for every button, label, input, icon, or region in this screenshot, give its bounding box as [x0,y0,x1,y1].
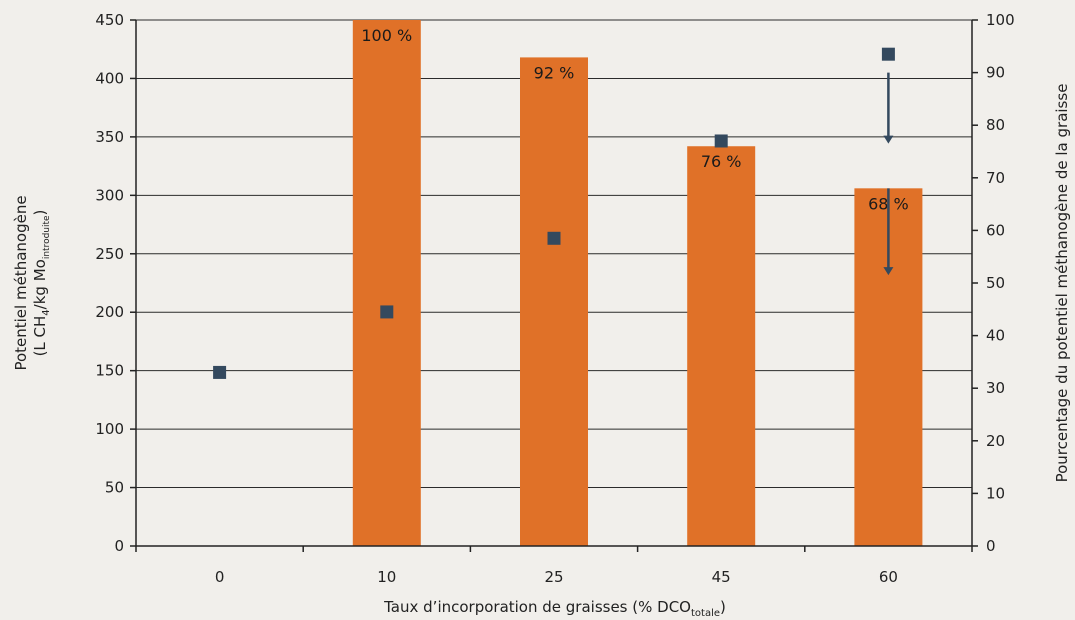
y2-tick-label: 90 [986,64,1005,82]
y-tick-label: 150 [95,362,124,380]
x-tick-label: 0 [215,568,225,586]
y2-tick-label: 80 [986,116,1005,134]
y2-tick-label: 50 [986,274,1005,292]
data-point [547,231,561,245]
y-tick-label: 350 [95,128,124,146]
points [213,47,895,379]
y-tick-label: 200 [95,303,124,321]
bar [520,57,588,546]
data-point [380,305,394,319]
y-tick-label: 250 [95,245,124,263]
x-tick-label: 10 [377,568,396,586]
y2-ticks: 0 10 20 30 40 50 60 70 80 90 100 [972,11,1015,555]
data-point [213,365,227,379]
x-tick-label: 60 [879,568,898,586]
y2-tick-label: 70 [986,169,1005,187]
x-tick-label: 25 [544,568,563,586]
y-tick-label: 400 [95,69,124,87]
bars [352,20,923,547]
bar-data-label: 100 % [361,26,412,45]
y-tick-label: 0 [114,537,124,555]
y-tick-label: 100 [95,420,124,438]
bar [687,146,756,547]
y2-tick-label: 20 [986,432,1005,450]
y-axis-title: Potentiel méthanogène (L CH4/kg Mointrod… [12,195,52,370]
bar-data-label: 92 % [534,63,575,82]
x-tick-label: 45 [712,568,731,586]
y2-axis-title: Pourcentage du potentiel méthanogène de … [1053,84,1071,483]
arrow-head [883,267,894,276]
y2-tick-label: 40 [986,327,1005,345]
y-tick-label: 50 [105,479,124,497]
x-ticks: 0 10 25 45 60 [135,546,973,586]
y2-tick-label: 30 [986,379,1005,397]
bar [352,20,421,546]
y-axis-title-line1: Potentiel méthanogène [12,195,30,370]
bar-data-label: 76 % [701,152,742,171]
arrow-head [883,135,894,144]
bar-labels: 100 %92 %76 %68 % [361,26,908,213]
y-axis-title-line2: (L CH4/kg Mointroduite) [31,210,52,357]
arrows [883,72,894,276]
y-ticks: 0 50 100 150 200 250 300 350 400 450 [95,11,136,555]
y2-tick-label: 60 [986,221,1005,239]
y-tick-label: 450 [95,11,124,29]
data-point [714,134,728,148]
x-axis-title: Taux d’incorporation de graisses (% DCOt… [383,598,726,619]
y2-tick-label: 0 [986,537,996,555]
y-tick-label: 300 [95,186,124,204]
data-point [881,47,895,61]
y2-tick-label: 100 [986,11,1015,29]
y2-tick-label: 10 [986,484,1005,502]
